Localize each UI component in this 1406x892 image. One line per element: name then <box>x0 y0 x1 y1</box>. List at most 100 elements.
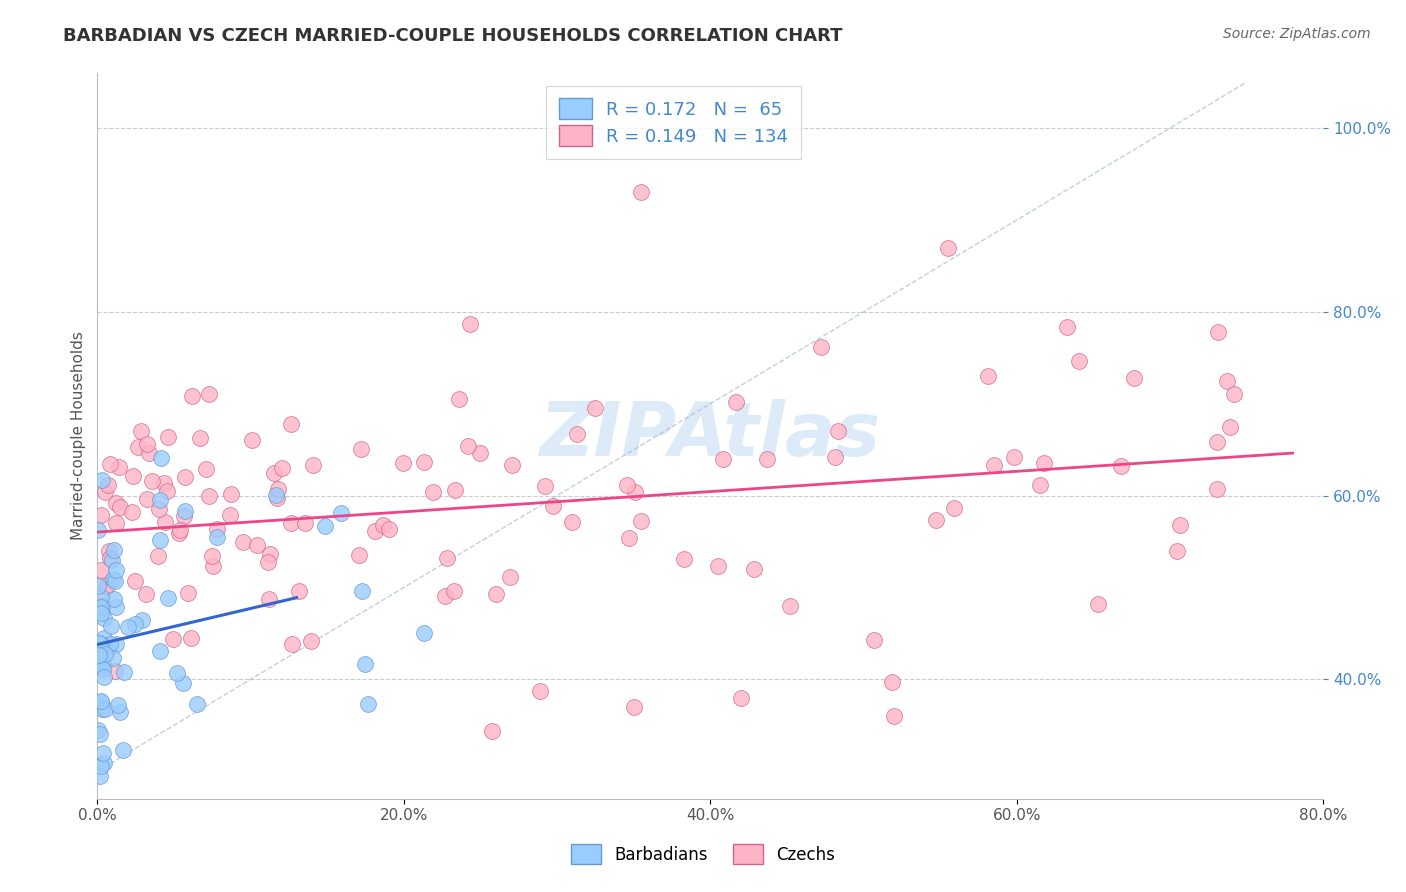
Point <box>730 690 752 705</box>
Point <box>94 702 117 716</box>
Point <box>219 486 242 500</box>
Point <box>1206 483 1229 497</box>
Point <box>156 429 179 443</box>
Point <box>1002 450 1025 464</box>
Point <box>624 485 647 500</box>
Point <box>630 186 652 200</box>
Point <box>86 723 108 737</box>
Point <box>96 580 118 594</box>
Point <box>534 479 557 493</box>
Point <box>90 473 112 487</box>
Point <box>266 491 288 505</box>
Point <box>1216 374 1239 388</box>
Point <box>98 637 121 651</box>
Point <box>1168 517 1191 532</box>
Point <box>124 574 146 588</box>
Point <box>166 666 188 681</box>
Point <box>302 458 325 472</box>
Point <box>90 694 112 708</box>
Point <box>91 599 114 614</box>
Point <box>267 483 290 497</box>
Point <box>371 518 394 533</box>
Point <box>93 647 115 661</box>
Point <box>444 483 467 498</box>
Point <box>413 625 436 640</box>
Point <box>977 369 1000 384</box>
Point <box>90 606 112 620</box>
Point <box>101 553 124 567</box>
Text: BARBADIAN VS CZECH MARRIED-COUPLE HOUSEHOLDS CORRELATION CHART: BARBADIAN VS CZECH MARRIED-COUPLE HOUSEH… <box>63 27 842 45</box>
Point <box>87 646 110 660</box>
Point <box>1029 478 1052 492</box>
Point <box>186 697 208 711</box>
Point <box>188 431 211 445</box>
Point <box>112 665 135 680</box>
Point <box>458 317 481 331</box>
Point <box>501 458 523 472</box>
Legend: R = 0.172   N =  65, R = 0.149   N = 134: R = 0.172 N = 65, R = 0.149 N = 134 <box>547 86 800 159</box>
Point <box>167 526 190 541</box>
Point <box>162 632 184 647</box>
Point <box>103 543 125 558</box>
Point <box>90 591 112 605</box>
Point <box>153 475 176 490</box>
Point <box>936 241 959 255</box>
Point <box>93 670 115 684</box>
Point <box>246 538 269 552</box>
Point <box>98 457 121 471</box>
Point <box>1109 458 1132 473</box>
Point <box>93 632 115 646</box>
Point <box>89 603 111 617</box>
Point <box>98 550 121 565</box>
Point <box>259 547 281 561</box>
Y-axis label: Married-couple Households: Married-couple Households <box>72 332 86 541</box>
Point <box>91 702 114 716</box>
Point <box>925 513 948 527</box>
Point <box>567 427 589 442</box>
Point <box>149 644 172 658</box>
Point <box>177 586 200 600</box>
Point <box>89 727 111 741</box>
Point <box>105 600 128 615</box>
Text: Source: ZipAtlas.com: Source: ZipAtlas.com <box>1223 27 1371 41</box>
Point <box>422 485 444 500</box>
Point <box>156 483 179 498</box>
Point <box>91 662 114 676</box>
Point <box>128 440 150 454</box>
Point <box>104 563 127 577</box>
Legend: Barbadians, Czechs: Barbadians, Czechs <box>564 838 842 871</box>
Point <box>201 558 224 573</box>
Point <box>90 637 112 651</box>
Point <box>827 424 849 438</box>
Point <box>294 516 316 530</box>
Point <box>271 461 294 475</box>
Point <box>707 559 730 574</box>
Point <box>90 599 112 614</box>
Point <box>149 450 172 465</box>
Point <box>756 451 779 466</box>
Point <box>232 534 254 549</box>
Point <box>357 698 380 712</box>
Point <box>169 523 191 537</box>
Point <box>87 648 110 663</box>
Point <box>107 698 129 713</box>
Point <box>779 599 801 614</box>
Point <box>499 569 522 583</box>
Point <box>242 434 264 448</box>
Point <box>1166 544 1188 558</box>
Point <box>447 392 470 407</box>
Point <box>172 675 194 690</box>
Point <box>862 632 884 647</box>
Point <box>87 659 110 673</box>
Point <box>347 548 370 562</box>
Point <box>436 551 458 566</box>
Point <box>1056 319 1078 334</box>
Point <box>103 592 125 607</box>
Point <box>124 616 146 631</box>
Point <box>87 523 110 537</box>
Point <box>97 478 120 492</box>
Point <box>280 516 302 530</box>
Point <box>108 500 131 515</box>
Point <box>824 450 846 464</box>
Point <box>107 460 129 475</box>
